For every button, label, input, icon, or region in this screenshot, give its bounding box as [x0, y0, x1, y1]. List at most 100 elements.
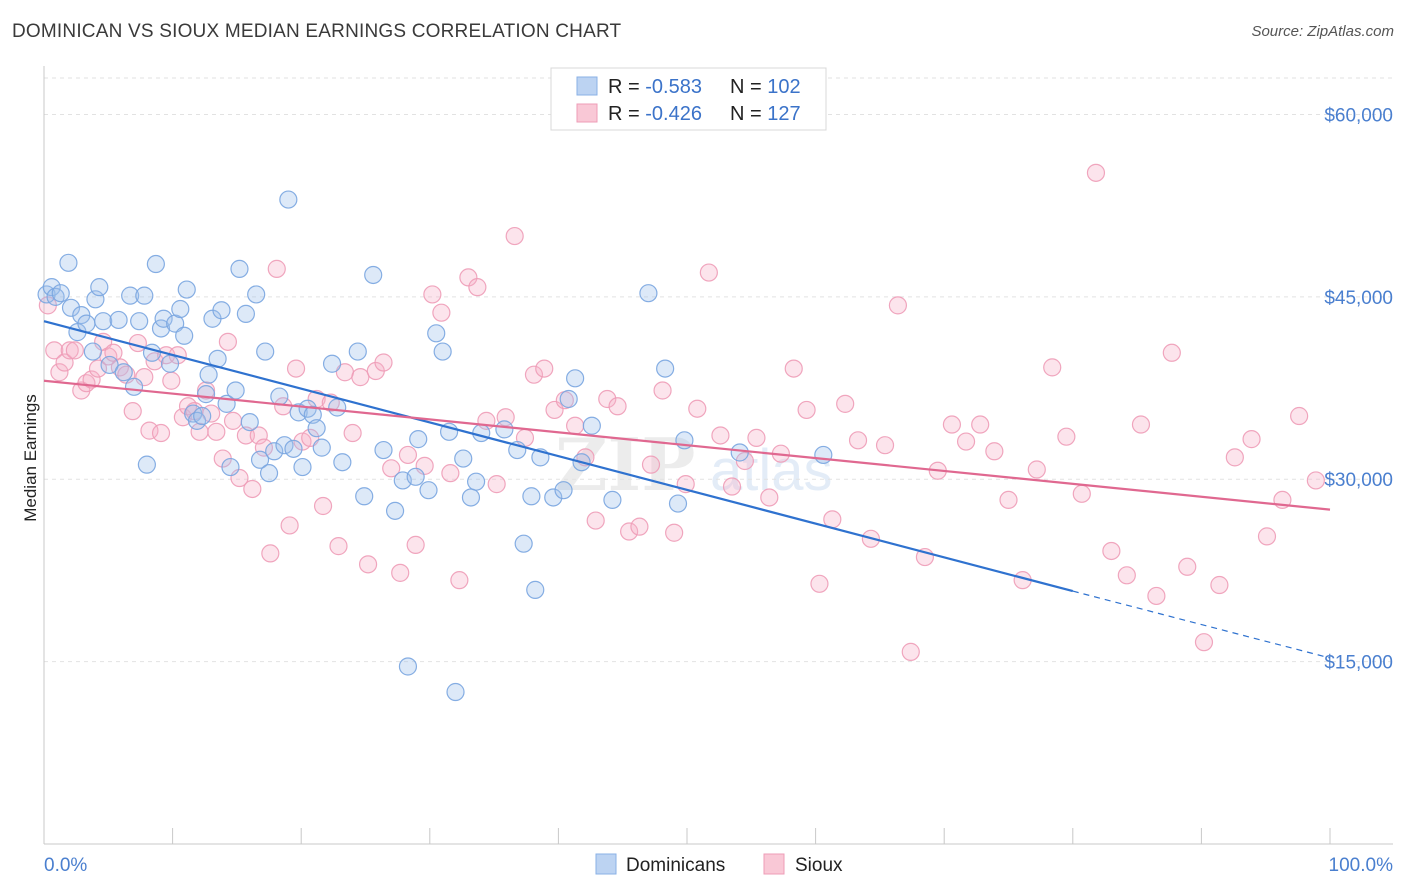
sioux-point: [956, 432, 976, 451]
sioux-point: [653, 381, 672, 400]
sioux-point: [329, 537, 348, 556]
dominicans-point: [526, 580, 545, 599]
sioux-point: [123, 402, 142, 421]
sioux-point: [1027, 460, 1046, 479]
sioux-point: [760, 488, 779, 507]
sioux-point: [566, 416, 585, 435]
y-tick-label: $60,000: [1324, 105, 1393, 126]
dominicans-points: [37, 190, 833, 702]
sioux-point: [784, 359, 803, 378]
dominicans-point: [146, 254, 165, 274]
sioux-point: [1117, 566, 1136, 585]
x-tick-label-min: 0.0%: [44, 855, 87, 876]
sioux-point: [535, 359, 554, 378]
dominicans-point: [221, 457, 240, 477]
sioux-point: [1131, 415, 1151, 434]
sioux-point: [223, 411, 243, 430]
bottom-legend-swatch-sioux: [763, 853, 785, 875]
y-axis-title: Median Earnings: [21, 394, 40, 522]
sioux-point: [243, 479, 262, 499]
dominicans-point: [193, 406, 212, 426]
legend-dominicans-entry: R = -0.583: [608, 76, 702, 98]
dominicans-point: [90, 278, 109, 297]
sioux-point: [423, 285, 442, 304]
dominicans-point: [668, 494, 688, 513]
sioux-point: [450, 571, 469, 590]
dominicans-point: [307, 419, 326, 438]
sioux-point: [267, 259, 286, 278]
dominicans-point: [419, 481, 438, 500]
dominicans-point: [236, 304, 256, 323]
bottom-legend-label-sioux: Sioux: [795, 855, 843, 876]
y-tick-label: $30,000: [1324, 470, 1393, 491]
dominicans-point: [374, 440, 393, 460]
sioux-point: [65, 341, 84, 360]
dominicans-point: [114, 363, 133, 382]
dominicans-point: [270, 387, 289, 406]
dominicans-point: [100, 355, 119, 375]
dominicans-point: [51, 284, 70, 303]
dominicans-point: [137, 455, 156, 474]
chart-title: DOMINICAN VS SIOUX MEDIAN EARNINGS CORRE…: [12, 21, 622, 42]
sioux-point: [391, 563, 410, 582]
dominicans-point: [59, 253, 78, 272]
dominicans-trend-extension: [1072, 590, 1331, 659]
dominicans-point: [433, 342, 452, 361]
dominicans-point: [177, 280, 196, 299]
sioux-point: [1102, 541, 1121, 561]
y-tick-label: $15,000: [1324, 653, 1393, 674]
bottom-legend-label-dominicans: Dominicans: [626, 855, 725, 876]
legend-r-sioux: -0.426: [645, 103, 702, 125]
dominicans-point: [398, 657, 418, 676]
dominicans-point: [250, 450, 270, 469]
dominicans-point: [284, 439, 303, 458]
sioux-point: [598, 389, 617, 409]
dominicans-point: [72, 305, 91, 325]
sioux-point: [810, 574, 829, 593]
sioux-point: [406, 535, 425, 554]
sioux-point: [942, 415, 962, 434]
sioux-point: [261, 544, 280, 563]
sioux-point: [286, 359, 306, 378]
sioux-point: [875, 436, 895, 455]
sioux-point: [505, 226, 524, 246]
sioux-point: [358, 555, 378, 574]
sioux-point: [218, 332, 237, 351]
sioux-point: [688, 399, 707, 418]
sioux-point: [50, 363, 69, 382]
legend-n-dominicans: 102: [767, 76, 800, 98]
dominicans-point: [446, 682, 465, 702]
dominicans-point: [121, 286, 140, 305]
sioux-point: [88, 359, 108, 378]
dominicans-point: [385, 501, 405, 520]
sioux-point: [398, 445, 418, 465]
dominicans-point: [355, 487, 374, 506]
dominicans-point: [240, 412, 259, 432]
legend-n-entry-sioux: N = 127: [730, 103, 801, 125]
sioux-point: [1162, 343, 1181, 362]
legend: R = -0.583 N = 102 R = -0.426 N = 127: [550, 67, 827, 131]
sioux-point: [888, 296, 908, 315]
dominicans-point: [461, 488, 481, 507]
sioux-point: [711, 426, 730, 445]
sioux-point: [1290, 406, 1309, 426]
sioux-point: [343, 423, 362, 443]
y-tick-label: $45,000: [1324, 288, 1393, 309]
sioux-point: [665, 523, 684, 542]
sioux-point: [971, 415, 990, 434]
dominicans-point: [582, 416, 601, 435]
sioux-point: [374, 353, 393, 372]
dominicans-point: [175, 326, 194, 345]
dominicans-point: [603, 490, 622, 510]
dominicans-point: [275, 436, 294, 455]
dominicans-point: [427, 324, 446, 343]
sioux-point: [1043, 358, 1062, 377]
dominicans-point: [259, 464, 279, 483]
legend-r-label-sioux: R =: [608, 103, 645, 125]
dominicans-point: [312, 438, 331, 457]
dominicans-point: [124, 377, 144, 396]
sioux-point: [207, 422, 226, 441]
legend-swatch-sioux: [576, 103, 598, 123]
dominicans-point: [265, 442, 284, 461]
dominicans-point: [160, 354, 180, 373]
